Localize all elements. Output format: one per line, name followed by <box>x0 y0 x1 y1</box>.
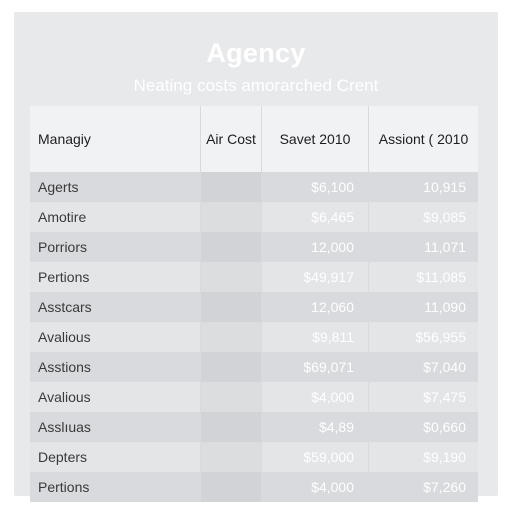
row-assiont-cell: $11,085 <box>368 262 478 292</box>
row-air-cost-cell <box>200 382 261 412</box>
table-body: Agerts $6,100 10,915 Amotire $6,465 $9,085 Por… <box>30 172 478 502</box>
row-name-cell: Amotire <box>38 209 87 225</box>
row-air-cost-cell <box>200 442 261 472</box>
row-assiont-cell: 11,090 <box>368 292 478 322</box>
page-subtitle: Neating costs amorarched Crent <box>133 76 379 95</box>
table-row: Pertions $49,917 $11,085 <box>30 262 478 292</box>
row-air-cost-cell <box>200 202 261 232</box>
row-air-cost-cell <box>200 472 261 502</box>
row-name-cell: Depters <box>38 449 88 465</box>
row-assiont-cell: $56,955 <box>368 322 478 352</box>
table-row: Avalious $9,811 $56,955 <box>30 322 478 352</box>
row-name-cell: Porriors <box>38 239 88 255</box>
table-row: Agerts $6,100 10,915 <box>30 172 478 202</box>
table-row: Asstions $69,071 $7,040 <box>30 352 478 382</box>
row-savet-cell: $6,100 <box>261 172 368 202</box>
row-assiont-cell: $9,190 <box>368 442 478 472</box>
table-row: Asslıuas $4,89 $0,660 <box>30 412 478 442</box>
column-header-assiont: Assiont ( 2010 <box>368 106 478 172</box>
table-row: Avalious $4,000 $7,475 <box>30 382 478 412</box>
cost-table: Managiy Air Cost Savet 2010 Assiont ( 20… <box>30 106 478 502</box>
table-header: Managiy Air Cost Savet 2010 Assiont ( 20… <box>30 106 478 172</box>
row-name-cell: Avalious <box>38 329 91 345</box>
table-row: Depters $59,000 $9,190 <box>30 442 478 472</box>
row-name-cell: Pertions <box>38 269 90 285</box>
row-savet-cell: $69,071 <box>261 352 368 382</box>
row-assiont-cell: $7,040 <box>368 352 478 382</box>
report-panel: Agency Neating costs amorarched Crent Ma… <box>14 12 498 502</box>
row-savet-cell: $59,000 <box>261 442 368 472</box>
row-savet-cell: $4,000 <box>261 472 368 502</box>
row-savet-cell: $49,917 <box>261 262 368 292</box>
row-name-cell: Asslıuas <box>38 419 91 435</box>
row-assiont-cell: $0,660 <box>368 412 478 442</box>
row-savet-cell: $4,000 <box>261 382 368 412</box>
row-air-cost-cell <box>200 292 261 322</box>
row-assiont-cell: 10,915 <box>368 172 478 202</box>
row-air-cost-cell <box>200 322 261 352</box>
row-savet-cell: $6,465 <box>261 202 368 232</box>
row-savet-cell: 12,000 <box>261 232 368 262</box>
row-name-cell: Agerts <box>38 179 79 195</box>
column-header-savet: Savet 2010 <box>261 106 368 172</box>
column-header-air-cost: Air Cost <box>200 106 261 172</box>
row-name-cell: Asstcars <box>38 299 92 315</box>
row-name-cell: Pertions <box>38 479 90 495</box>
row-name-cell: Asstions <box>38 359 91 375</box>
row-assiont-cell: $9,085 <box>368 202 478 232</box>
row-assiont-cell: 11,071 <box>368 232 478 262</box>
row-savet-cell: $9,811 <box>261 322 368 352</box>
row-air-cost-cell <box>200 352 261 382</box>
table-row: Pertions $4,000 $7,260 <box>30 472 478 502</box>
column-header-name: Managiy <box>38 131 91 147</box>
table-row: Amotire $6,465 $9,085 <box>30 202 478 232</box>
row-savet-cell: 12,060 <box>261 292 368 322</box>
row-name-cell: Avalious <box>38 389 91 405</box>
row-air-cost-cell <box>200 412 261 442</box>
row-savet-cell: $4,89 <box>261 412 368 442</box>
table-row: Porriors 12,000 11,071 <box>30 232 478 262</box>
table-row: Asstcars 12,060 11,090 <box>30 292 478 322</box>
row-assiont-cell: $7,260 <box>368 472 478 502</box>
row-air-cost-cell <box>200 232 261 262</box>
page-title: Agency <box>206 38 306 68</box>
row-air-cost-cell <box>200 172 261 202</box>
row-assiont-cell: $7,475 <box>368 382 478 412</box>
row-air-cost-cell <box>200 262 261 292</box>
